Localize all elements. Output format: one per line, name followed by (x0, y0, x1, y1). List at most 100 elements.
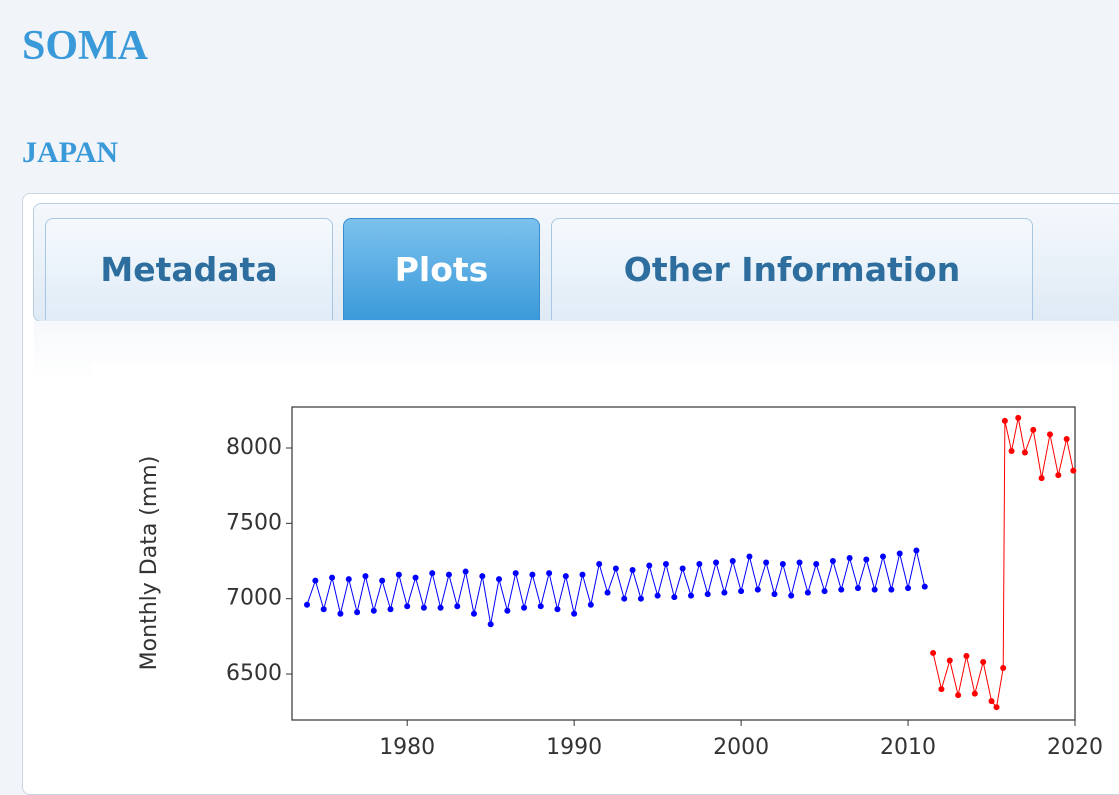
data-point (596, 561, 603, 568)
data-point (993, 704, 1000, 711)
data-point (1055, 472, 1062, 479)
data-point (337, 610, 344, 617)
data-point (713, 559, 720, 566)
data-point (671, 594, 678, 601)
y-tick-label: 7500 (226, 510, 282, 535)
data-point (470, 610, 477, 617)
data-point (395, 571, 402, 578)
data-point (529, 571, 536, 578)
data-point (420, 604, 427, 611)
data-point (829, 558, 836, 565)
data-point (412, 574, 419, 581)
data-point (487, 621, 494, 628)
data-point (445, 571, 452, 578)
data-point (562, 573, 569, 580)
data-point (963, 652, 970, 659)
data-point (1038, 475, 1045, 482)
data-point (946, 657, 953, 664)
data-point (863, 556, 870, 563)
data-point (763, 559, 770, 566)
data-point (679, 565, 686, 572)
data-point (871, 586, 878, 593)
data-point (980, 658, 987, 665)
data-point (1001, 417, 1008, 424)
data-point (729, 558, 736, 565)
data-point (971, 690, 978, 697)
data-point (838, 586, 845, 593)
data-point (354, 609, 361, 616)
data-point (646, 562, 653, 569)
data-point (788, 592, 795, 599)
data-point (880, 553, 887, 560)
data-point (329, 574, 336, 581)
y-tick-label: 6500 (226, 661, 282, 686)
data-point (1021, 449, 1028, 456)
data-point (796, 559, 803, 566)
data-point (921, 583, 928, 590)
data-point (804, 589, 811, 596)
station-name: JAPAN (22, 136, 119, 169)
tab[interactable]: Other Information (551, 218, 1033, 320)
data-point (404, 603, 411, 610)
x-tick-label: 1980 (379, 735, 435, 760)
tab[interactable]: Plots (343, 218, 540, 320)
data-point (1070, 467, 1077, 474)
data-point (1063, 435, 1070, 442)
data-point (629, 567, 636, 574)
data-point (821, 588, 828, 595)
chart: Monthly Data (mm) 6500 7000 7500 8000 1980 19… (92, 363, 1119, 782)
data-point (537, 603, 544, 610)
tab[interactable]: Metadata (45, 218, 333, 320)
data-point (379, 577, 386, 584)
data-point (1015, 414, 1022, 421)
data-point (579, 571, 586, 578)
data-point (771, 591, 778, 598)
data-point (571, 610, 578, 617)
data-point (1030, 426, 1037, 433)
plot-frame (291, 406, 1076, 721)
data-point (546, 570, 553, 577)
data-point (1000, 665, 1007, 672)
data-point (913, 547, 920, 554)
data-point (462, 568, 469, 575)
data-point (512, 570, 519, 577)
data-point (437, 604, 444, 611)
data-point (604, 589, 611, 596)
data-point (304, 601, 311, 608)
x-tick-label: 2020 (1047, 735, 1103, 760)
data-point (370, 607, 377, 614)
data-point (754, 586, 761, 593)
y-tick-label: 8000 (226, 435, 282, 460)
data-point (387, 606, 394, 613)
data-point (637, 595, 644, 602)
data-point (312, 577, 319, 584)
data-point (521, 604, 528, 611)
data-point (479, 573, 486, 580)
data-point (1008, 448, 1015, 455)
site-title: SOMA (22, 23, 148, 69)
data-point (704, 591, 711, 598)
y-tick-label: 7000 (226, 586, 282, 611)
data-point (988, 698, 995, 705)
data-point (854, 585, 861, 592)
data-point (938, 686, 945, 693)
y-axis-label: Monthly Data (mm) (137, 456, 162, 671)
data-point (813, 561, 820, 568)
data-line (932, 417, 1074, 709)
data-point (496, 576, 503, 583)
data-point (587, 601, 594, 608)
data-point (1046, 431, 1053, 438)
x-tick-label: 2000 (713, 735, 769, 760)
data-point (612, 565, 619, 572)
data-point (320, 606, 327, 613)
data-point (688, 592, 695, 599)
data-point (721, 589, 728, 596)
data-point (896, 550, 903, 557)
data-point (662, 561, 669, 568)
data-point (955, 692, 962, 699)
data-point (930, 649, 937, 656)
data-point (696, 561, 703, 568)
data-point (738, 588, 745, 595)
data-point (888, 586, 895, 593)
